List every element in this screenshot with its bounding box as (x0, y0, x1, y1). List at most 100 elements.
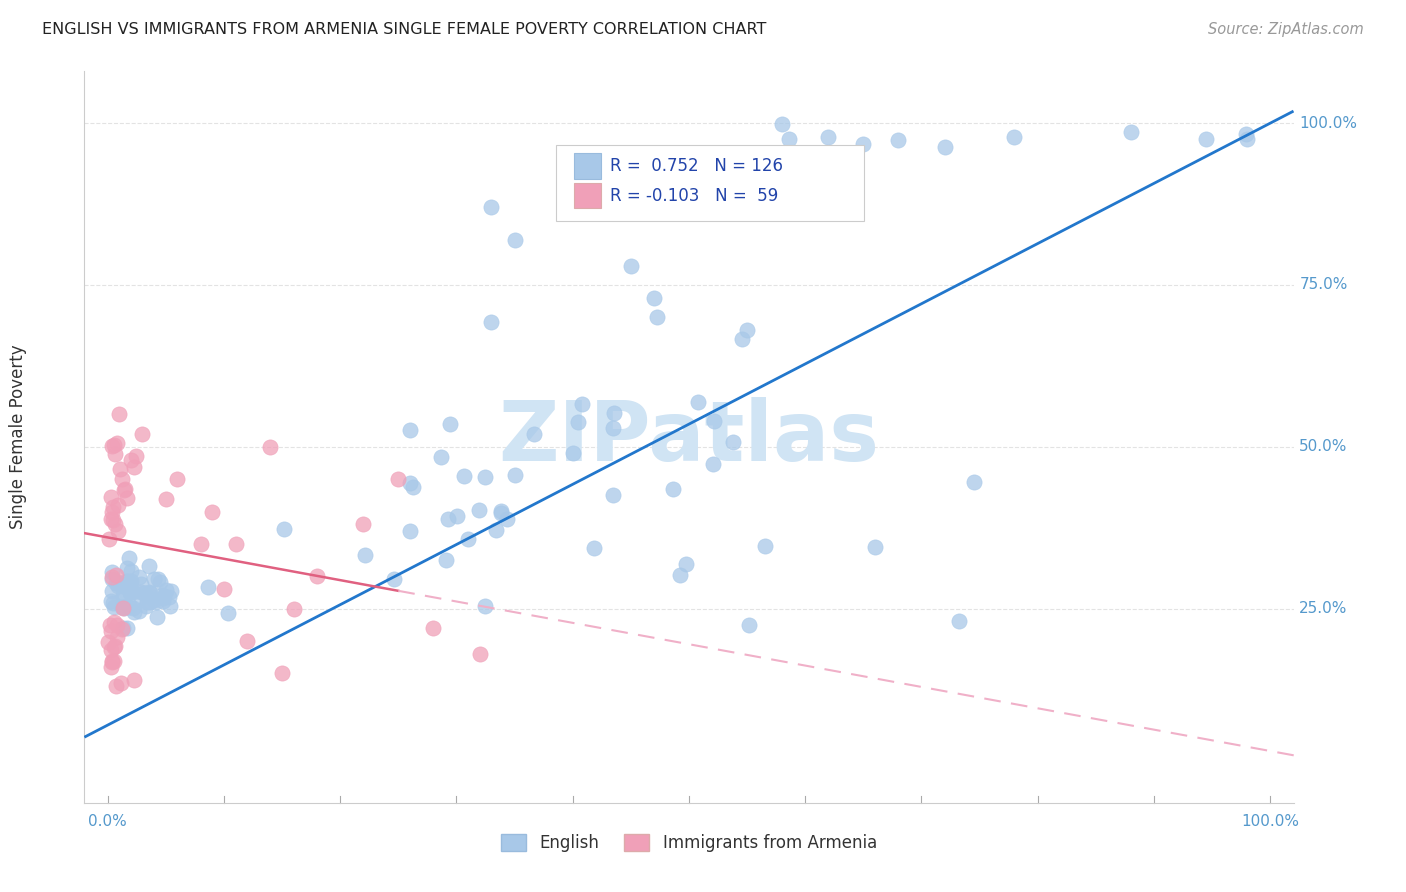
Point (160, 583, 183, 598)
Point (139, 595, 162, 609)
Point (104, 516, 127, 531)
Point (103, 513, 125, 527)
Point (661, 482, 683, 496)
Point (101, 655, 124, 669)
Point (101, 573, 124, 587)
Point (259, 440, 281, 454)
Text: 75.0%: 75.0% (1299, 277, 1348, 293)
Point (120, 574, 142, 589)
Point (135, 599, 157, 613)
Point (197, 581, 219, 595)
Point (1004, 129, 1026, 144)
Point (273, 522, 295, 536)
Point (457, 532, 479, 546)
Point (118, 585, 141, 599)
Point (398, 475, 420, 490)
Point (118, 583, 141, 598)
FancyBboxPatch shape (555, 145, 865, 221)
Point (115, 574, 138, 588)
Point (675, 558, 697, 572)
Point (98, 618, 121, 632)
Point (110, 462, 132, 476)
Point (138, 585, 160, 599)
Point (738, 618, 761, 632)
Text: 100.0%: 100.0% (1299, 116, 1357, 130)
Point (117, 598, 139, 612)
Text: Single Female Poverty: Single Female Poverty (8, 345, 27, 529)
Point (422, 621, 444, 635)
Point (479, 200, 502, 214)
Point (103, 615, 125, 629)
Point (735, 323, 758, 337)
Point (122, 673, 145, 688)
Point (437, 512, 460, 526)
Point (468, 502, 491, 516)
Point (122, 584, 145, 599)
Point (101, 570, 124, 584)
Point (190, 537, 212, 551)
Point (104, 575, 127, 590)
Point (703, 414, 725, 428)
Point (120, 452, 142, 467)
Point (212, 582, 235, 597)
Point (496, 512, 519, 526)
Point (105, 630, 128, 644)
Point (236, 634, 259, 648)
Point (643, 291, 665, 305)
Point (479, 315, 502, 329)
Point (111, 622, 134, 636)
Point (754, 539, 776, 553)
Point (101, 565, 124, 579)
Point (131, 426, 153, 441)
Text: 50.0%: 50.0% (1299, 439, 1348, 454)
Point (101, 439, 124, 453)
Point (118, 599, 141, 614)
Point (468, 647, 491, 661)
Point (1195, 132, 1218, 146)
Point (101, 584, 124, 599)
Point (128, 604, 150, 618)
Point (100, 624, 122, 639)
Point (103, 599, 125, 614)
Text: R =  0.752   N = 126: R = 0.752 N = 126 (610, 158, 783, 176)
Point (159, 599, 181, 613)
Point (100, 512, 122, 526)
Point (434, 552, 457, 566)
Text: ZIPatlas: ZIPatlas (499, 397, 879, 477)
Point (352, 517, 374, 532)
Text: 25.0%: 25.0% (1299, 601, 1348, 616)
Point (562, 445, 585, 459)
Point (129, 590, 152, 604)
Point (112, 483, 135, 497)
Point (602, 488, 624, 502)
Point (770, 117, 793, 131)
Point (283, 601, 305, 615)
Point (112, 579, 135, 593)
Point (523, 427, 546, 442)
Point (384, 573, 406, 587)
Point (105, 568, 128, 582)
FancyBboxPatch shape (574, 153, 600, 179)
Point (115, 621, 138, 635)
Point (1234, 127, 1257, 141)
Point (387, 472, 409, 486)
Point (402, 480, 425, 494)
Point (118, 550, 141, 565)
Point (603, 406, 626, 420)
Point (107, 498, 129, 512)
Point (778, 132, 800, 146)
Point (271, 666, 294, 681)
Point (105, 435, 128, 450)
Point (934, 139, 956, 153)
Point (128, 569, 150, 583)
Point (491, 504, 513, 518)
Point (948, 615, 970, 629)
Point (887, 133, 910, 147)
Point (571, 397, 593, 411)
Point (668, 147, 690, 161)
Point (138, 559, 160, 574)
Point (115, 561, 138, 575)
Point (166, 472, 188, 486)
Point (118, 584, 141, 599)
Point (146, 609, 169, 624)
